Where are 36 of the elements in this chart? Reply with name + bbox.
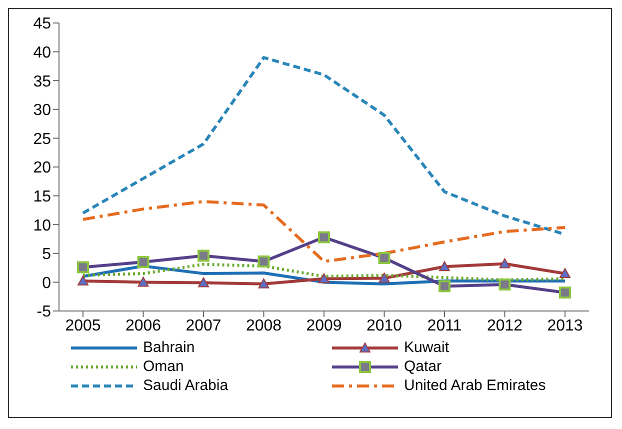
x-tick-label: 2006 — [125, 317, 162, 334]
y-tick-label: 35 — [33, 73, 52, 90]
y-tick-label: 45 — [33, 16, 52, 33]
point — [258, 278, 270, 288]
point — [138, 276, 149, 287]
x-tick-label: 2009 — [306, 317, 342, 334]
legend-label: Oman — [143, 358, 184, 375]
y-tick-label: 30 — [33, 102, 52, 120]
y-tick-label: 25 — [33, 130, 52, 148]
legend-label: United Arab Emirates — [404, 377, 546, 394]
point — [560, 268, 570, 278]
y-tick-label: 10 — [33, 217, 52, 234]
y-tick-label: 40 — [33, 44, 52, 62]
line-series — [82, 200, 566, 263]
legend-label: Saudi Arabia — [143, 377, 228, 394]
x-tick-label: 2010 — [366, 317, 402, 334]
x-tick-label: 2011 — [427, 317, 462, 334]
y-tick-label: 15 — [33, 188, 52, 206]
x-tick-label: 2005 — [65, 317, 101, 334]
x-tick-label: 2012 — [486, 317, 523, 334]
legend-label: Kuwait — [404, 339, 450, 356]
point — [78, 276, 88, 286]
x-tick-label: 2013 — [547, 317, 583, 334]
point — [499, 258, 510, 268]
point — [378, 272, 390, 283]
x-tick-label: 2008 — [246, 317, 282, 334]
point — [439, 261, 450, 272]
y-tick-label: 20 — [33, 160, 52, 177]
y-tick-label: 5 — [42, 246, 52, 264]
y-tick-label: -5 — [36, 304, 52, 321]
point — [198, 277, 209, 288]
legend-label: Bahrain — [143, 339, 195, 356]
x-tick-label: 2007 — [186, 317, 222, 334]
y-tick-label: 0 — [42, 274, 52, 292]
point — [318, 273, 330, 284]
legend-label: Qatar — [404, 358, 442, 375]
